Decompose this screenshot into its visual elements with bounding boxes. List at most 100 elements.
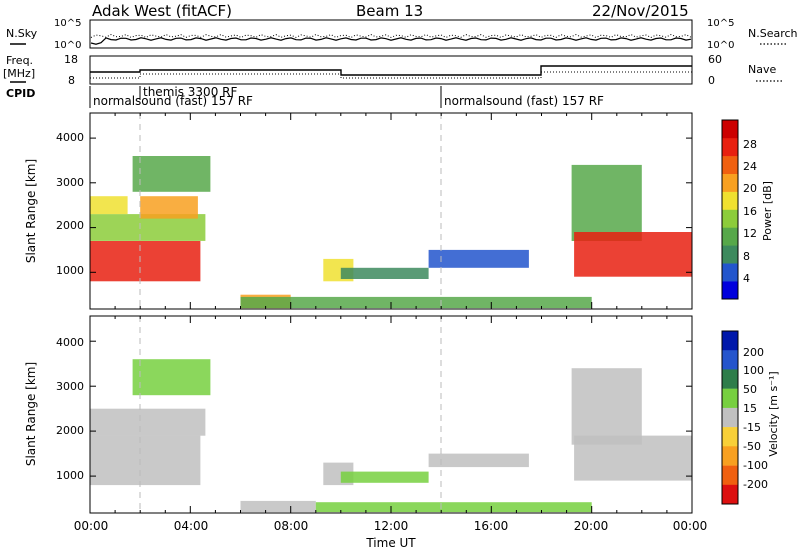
power-echo-region bbox=[240, 296, 592, 309]
nsearch-label: N.Search bbox=[748, 27, 798, 40]
power-echo-region bbox=[90, 241, 201, 282]
power-ytick-1000: 1000 bbox=[56, 264, 84, 277]
velocity-echo-region bbox=[90, 435, 201, 486]
noise-tick-right-top: 10^5 bbox=[707, 18, 734, 29]
power-echo-region bbox=[132, 156, 211, 192]
power-colorbar-frame bbox=[721, 119, 739, 300]
power-colorbar-cell bbox=[722, 173, 738, 192]
velocity-colorbar-cell bbox=[722, 407, 738, 428]
xtick-1200: 12:00 bbox=[374, 519, 409, 533]
xtick-1600: 16:00 bbox=[474, 519, 509, 533]
power-panel: Slant Range [km] 1000 2000 3000 4000 bbox=[24, 112, 693, 310]
freq-label: Freq. bbox=[6, 54, 33, 67]
velocity-ylabel: Slant Range [km] bbox=[24, 362, 38, 466]
velocity-colorbar-cell bbox=[722, 369, 738, 389]
velocity-echo-region bbox=[571, 368, 642, 445]
date-label: 22/Nov/2015 bbox=[592, 2, 689, 20]
cpid-entry-themis: themis 3300 RF bbox=[143, 85, 237, 99]
beam-label: Beam 13 bbox=[356, 2, 423, 20]
velocity-colorbar-frame bbox=[721, 330, 739, 505]
freq-panel-frame bbox=[89, 55, 693, 85]
power-colorbar-cell bbox=[722, 137, 738, 157]
power-colorbar-cells bbox=[722, 120, 738, 300]
power-ylabel: Slant Range [km] bbox=[24, 159, 38, 263]
freq-unit: [MHz] bbox=[3, 67, 35, 80]
velocity-colorbar-cell bbox=[722, 446, 738, 466]
velocity-echo-region bbox=[90, 408, 206, 436]
power-cbar-tick-4: 4 bbox=[743, 272, 750, 285]
power-echo-region bbox=[574, 232, 692, 277]
freq-tick-bottom: 8 bbox=[68, 74, 75, 87]
power-colorbar-cell bbox=[722, 263, 738, 282]
power-colorbar-cell bbox=[722, 245, 738, 264]
velocity-colorbar-cell bbox=[722, 484, 738, 505]
radar-title: Adak West (fitACF) bbox=[92, 2, 232, 20]
velocity-heatmap-cells bbox=[90, 359, 692, 513]
velocity-echo-region bbox=[132, 359, 211, 396]
nsky-trace bbox=[90, 37, 692, 45]
noise-tick-left-bottom: 10^0 bbox=[54, 40, 81, 51]
power-echo-region bbox=[571, 164, 642, 241]
power-colorbar: 4 8 12 16 20 24 28 Power [dB] bbox=[721, 119, 774, 300]
xtick-0400: 04:00 bbox=[174, 519, 209, 533]
velocity-ytick-marks bbox=[90, 340, 692, 477]
power-heatmap-cells bbox=[90, 156, 692, 309]
freq-tick-top: 18 bbox=[64, 53, 78, 66]
power-cbar-tick-24: 24 bbox=[743, 160, 757, 173]
power-colorbar-label: Power [dB] bbox=[761, 181, 774, 241]
power-colorbar-cell bbox=[722, 281, 738, 300]
power-echo-region bbox=[140, 196, 198, 219]
vel-cbar-tick-neg50: -50 bbox=[743, 440, 761, 453]
velocity-colorbar: 200 100 50 15 -15 -50 -100 -200 Velocity… bbox=[721, 330, 780, 505]
power-ytick-2000: 2000 bbox=[56, 219, 84, 232]
power-cbar-tick-8: 8 bbox=[743, 250, 750, 263]
velocity-echo-region bbox=[240, 500, 316, 513]
velocity-ytick-2000: 2000 bbox=[56, 424, 84, 437]
xtick-0000: 00:00 bbox=[74, 519, 109, 533]
velocity-xtick-marks bbox=[89, 316, 693, 513]
xtick-2400: 00:00 bbox=[673, 519, 708, 533]
velocity-colorbar-cell bbox=[722, 465, 738, 486]
power-cbar-tick-20: 20 bbox=[743, 182, 757, 195]
vel-cbar-tick-neg15: -15 bbox=[743, 421, 761, 434]
vel-cbar-tick-neg100: -100 bbox=[743, 459, 768, 472]
power-cbar-tick-28: 28 bbox=[743, 138, 757, 151]
velocity-echo-region bbox=[428, 453, 529, 468]
power-ytick-4000: 4000 bbox=[56, 131, 84, 144]
velocity-colorbar-cell bbox=[722, 331, 738, 351]
power-xtick-marks bbox=[89, 113, 693, 309]
xtick-2000: 20:00 bbox=[574, 519, 609, 533]
cpid-entry-normalsound-1: normalsound (fast) 157 RF bbox=[93, 94, 253, 108]
nave-tick-bottom: 0 bbox=[708, 74, 715, 87]
noise-panel-frame bbox=[89, 19, 693, 49]
nave-tick-top: 60 bbox=[708, 53, 722, 66]
velocity-ytick-1000: 1000 bbox=[56, 469, 84, 482]
power-colorbar-cell bbox=[722, 155, 738, 174]
power-echo-region bbox=[90, 196, 128, 215]
cpid-label: CPID bbox=[6, 87, 35, 100]
noise-panel: N.Sky 10^5 10^0 10^5 10^0 N.Search bbox=[6, 18, 798, 51]
vel-cbar-tick-100: 100 bbox=[743, 364, 764, 377]
cpid-row: CPID themis 3300 RF normalsound (fast) 1… bbox=[6, 85, 604, 108]
velocity-colorbar-cells bbox=[722, 331, 738, 505]
xaxis-label: Time UT bbox=[365, 536, 416, 550]
velocity-ytick-3000: 3000 bbox=[56, 380, 84, 393]
nsearch-trace bbox=[90, 33, 692, 39]
velocity-colorbar-cell bbox=[722, 350, 738, 370]
power-echo-region bbox=[340, 267, 429, 279]
vel-cbar-tick-neg200: -200 bbox=[743, 478, 768, 491]
velocity-colorbar-label: Velocity [m s⁻¹] bbox=[767, 371, 780, 456]
vel-cbar-tick-200: 200 bbox=[743, 346, 764, 359]
noise-tick-left-top: 10^5 bbox=[54, 18, 81, 29]
velocity-panel: Slant Range [km] 1000 2000 3000 4000 00:… bbox=[24, 315, 708, 550]
power-echo-region bbox=[428, 249, 529, 268]
vel-cbar-tick-15: 15 bbox=[743, 402, 757, 415]
xtick-0800: 08:00 bbox=[274, 519, 309, 533]
vel-cbar-tick-50: 50 bbox=[743, 383, 757, 396]
power-colorbar-cell bbox=[722, 209, 738, 228]
frequency-panel: Freq. [MHz] 18 8 60 0 Nave bbox=[3, 53, 782, 87]
power-ytick-marks bbox=[90, 137, 692, 273]
power-ytick-3000: 3000 bbox=[56, 176, 84, 189]
power-cbar-tick-12: 12 bbox=[743, 227, 757, 240]
